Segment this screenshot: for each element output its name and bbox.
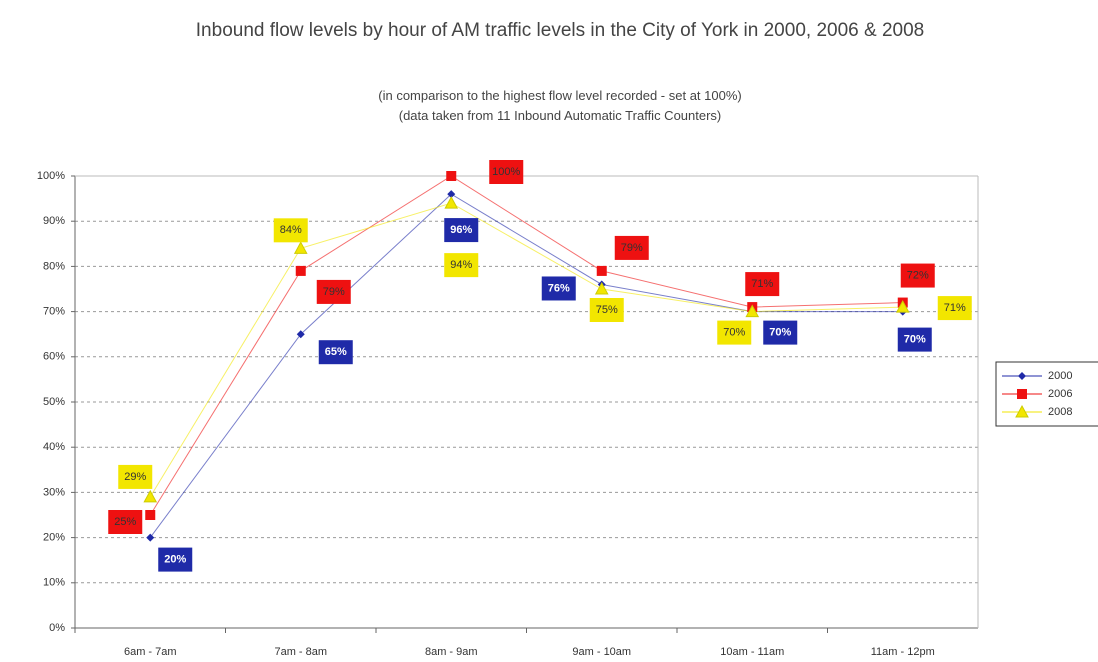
label-box [614,235,649,260]
data-label: 75% [596,304,618,316]
label-box [444,218,479,243]
label-box [763,320,798,345]
x-tick-label: 8am - 9am [425,646,478,658]
label-box [318,340,353,365]
marker [444,196,459,209]
marker [146,533,155,542]
legend-label: 2006 [1048,388,1072,400]
marker [1017,389,1027,399]
data-label: 29% [124,471,146,483]
data-label: 20% [164,554,186,566]
label-box [541,276,576,301]
marker [1018,372,1026,380]
x-tick-label: 9am - 10am [572,646,631,658]
data-label: 70% [904,334,926,346]
label-box [745,272,780,297]
label-box [717,320,752,345]
y-tick-label: 90% [43,215,65,227]
y-tick-label: 50% [43,396,65,408]
series-line [149,175,903,516]
data-label: 79% [621,242,643,254]
y-tick-label: 70% [43,306,65,318]
marker [745,304,760,318]
chart-subtitle: (in comparison to the highest flow level… [378,88,742,103]
data-label: 96% [450,224,472,236]
series-line [149,202,903,498]
x-tick-label: 6am - 7am [124,646,177,658]
data-label: 94% [450,259,472,271]
data-label: 72% [907,269,929,281]
legend-label: 2008 [1048,406,1072,418]
marker [447,190,456,199]
marker [446,171,457,181]
marker [596,265,607,276]
y-tick-label: 80% [43,260,65,272]
marker [143,489,158,503]
data-label: 71% [751,278,773,290]
data-label: 84% [280,224,302,236]
data-label: 76% [548,282,570,294]
data-label: 65% [325,346,347,358]
label-box [273,218,308,243]
label-box [118,464,153,489]
marker [145,510,156,520]
marker [895,300,910,313]
y-tick-label: 30% [43,486,65,498]
legend-label: 2000 [1048,370,1072,382]
label-box [316,279,351,304]
chart-subtitle: (data taken from 11 Inbound Automatic Tr… [398,108,722,123]
data-label: 70% [769,327,791,339]
label-box [108,510,143,534]
data-label: 100% [492,166,520,178]
x-tick-label: 10am - 11am [720,646,784,658]
x-tick-label: 11am - 12pm [871,646,935,658]
y-tick-label: 40% [43,441,65,453]
data-label: 70% [723,327,745,339]
data-label: 71% [944,302,966,314]
y-tick-label: 10% [43,577,65,589]
y-tick-label: 60% [43,351,65,363]
label-box [158,547,193,572]
label-box [589,298,624,322]
marker [296,330,305,339]
label-box [897,327,932,352]
marker [1015,404,1029,418]
label-box [937,296,972,321]
label-box [489,160,524,184]
chart-title: Inbound flow levels by hour of AM traffi… [195,20,925,41]
data-label: 79% [323,286,345,298]
marker [293,241,308,254]
y-tick-label: 100% [37,170,65,182]
marker [594,281,609,295]
label-box [900,263,935,288]
y-tick-label: 20% [43,532,65,544]
marker [295,265,306,276]
x-tick-label: 7am - 8am [274,646,327,658]
label-box [444,253,479,278]
series-line [149,193,903,538]
data-label: 25% [114,516,136,528]
y-tick-label: 0% [49,622,65,634]
